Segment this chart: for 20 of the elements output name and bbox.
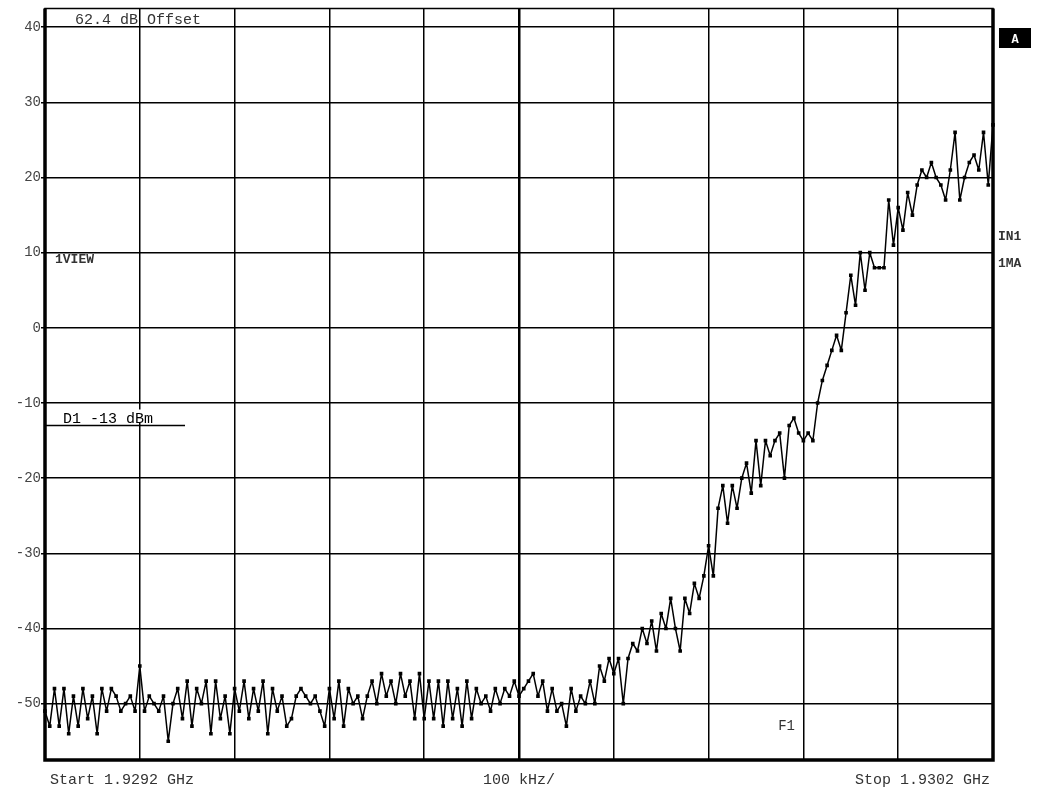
- y-tick-label: -40: [15, 620, 41, 637]
- y-tick-label: -30: [15, 545, 41, 562]
- y-tick-label: 30: [24, 94, 41, 111]
- y-tick-label: 0: [32, 319, 41, 336]
- text: Stop 1.9302 GHz: [854, 772, 990, 789]
- text: Start 1.9292 GHz: [50, 772, 195, 789]
- text: A: [1011, 33, 1020, 47]
- text: IN1: [998, 229, 1022, 244]
- y-tick-label: -10: [15, 394, 41, 411]
- text: 1MA: [998, 256, 1022, 271]
- y-tick-label: 20: [24, 169, 41, 186]
- y-tick-label: -50: [15, 695, 41, 712]
- annotation: 1VIEW: [55, 252, 95, 267]
- y-tick-label: 40: [24, 18, 41, 35]
- y-tick-label: 10: [24, 244, 41, 261]
- annotation: 62.4 dB Offset: [75, 12, 202, 30]
- annotation: F1: [778, 718, 795, 734]
- y-tick-label: -20: [15, 469, 41, 486]
- ref-line-label: D1 -13 dBm: [63, 410, 154, 428]
- text: 100 kHz/: [482, 772, 556, 789]
